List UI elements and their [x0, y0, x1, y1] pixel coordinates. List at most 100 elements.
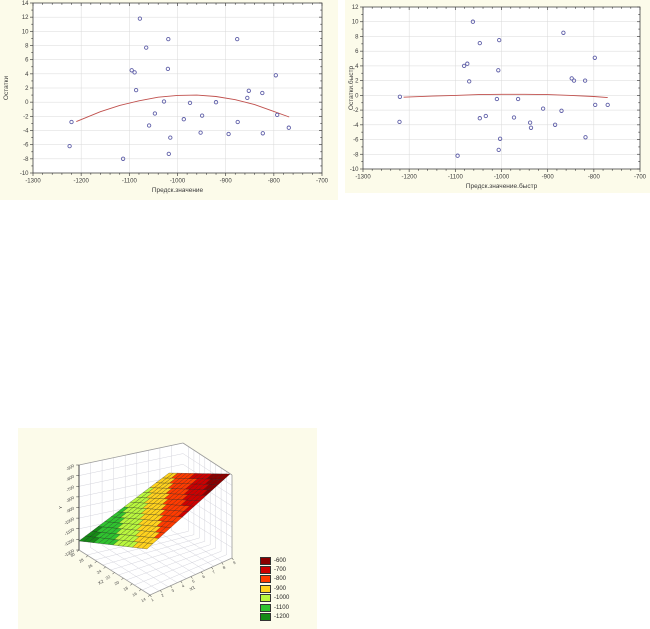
z-tick-label: -1100	[63, 526, 75, 536]
x-tick-label: -1100	[122, 179, 138, 185]
y-tick-label: -2	[23, 114, 29, 120]
data-point	[592, 55, 597, 60]
data-point	[226, 131, 231, 137]
data-point	[245, 95, 250, 101]
x-tick-label: -1200	[73, 179, 89, 185]
y-tick-label: -6	[23, 143, 29, 149]
data-point	[168, 135, 173, 140]
z-tick-label: -800	[65, 495, 75, 504]
data-point	[152, 111, 158, 116]
data-point	[132, 70, 137, 75]
surface-plot-3d: -500-600 -700 -800-900 -1000-1100-1200-1300…	[58, 442, 237, 603]
z-axis-title: Y	[58, 506, 63, 509]
y-axis-title: Остатки.быстр	[347, 66, 355, 111]
data-point	[582, 78, 588, 83]
data-point	[497, 37, 502, 43]
x-tick-label: -900	[542, 175, 555, 181]
x2-tick-label: 18	[122, 585, 129, 592]
data-point	[187, 100, 193, 106]
data-point	[477, 116, 482, 121]
data-point	[397, 119, 402, 125]
legend-label: -800	[274, 576, 287, 583]
data-point	[571, 78, 577, 83]
data-point	[461, 63, 467, 69]
scatter-plot-residuals-fast: -1300 -1200 -1100 -1000 -900 -800 -700 12 10 8 6 4 2…	[347, 5, 647, 190]
data-point	[129, 68, 134, 73]
x2-tick-label: 14	[140, 596, 147, 603]
data-point	[181, 117, 186, 122]
data-point	[397, 94, 403, 99]
legend-swatch	[260, 584, 271, 593]
box-edges	[78, 442, 233, 596]
x2-tick-label: 30	[69, 551, 76, 558]
x2-tick-label: 24	[96, 568, 103, 575]
data-point	[467, 79, 472, 84]
legend-label: -1000	[274, 595, 290, 602]
legend-item: -1000	[260, 594, 289, 603]
gridlines	[33, 3, 322, 173]
tick-marks	[30, 2, 323, 176]
data-point	[213, 100, 219, 105]
data-point	[515, 96, 521, 102]
data-point	[561, 30, 566, 35]
x-tick-label: -1200	[401, 175, 417, 181]
x-tick-label: -900	[220, 179, 233, 185]
y-axis-title: Остатки	[3, 76, 10, 101]
y-tick-label: 0	[355, 93, 359, 99]
z-tick-label: -1000	[63, 516, 75, 526]
data-point	[137, 16, 143, 21]
x-tick-label: -1300	[355, 175, 371, 181]
y-tick-label: -8	[353, 152, 359, 158]
data-points	[397, 19, 610, 158]
x-tick-label: -700	[316, 179, 329, 185]
data-point	[605, 102, 610, 108]
y-tick-label: -2	[353, 108, 359, 114]
y-tick-label: -4	[353, 123, 359, 129]
y-tick-label: 2	[25, 86, 29, 92]
x-tick-label: -800	[268, 179, 281, 185]
data-point	[69, 119, 74, 125]
y-tick-label: 10	[22, 29, 29, 35]
data-point	[528, 125, 534, 130]
x1-tick-label: 3	[171, 587, 176, 593]
y-tick-label: 0	[25, 100, 29, 106]
x2-tick-label: 22	[105, 574, 112, 581]
data-points	[67, 16, 291, 161]
legend-label: -900	[274, 585, 287, 592]
data-point	[527, 120, 533, 125]
data-point	[199, 113, 205, 118]
data-point	[275, 112, 280, 118]
data-point	[552, 122, 558, 127]
surface-mesh	[78, 472, 231, 550]
y-tick-label: -8	[23, 157, 29, 163]
legend-label: -600	[274, 557, 287, 564]
data-point	[477, 40, 482, 46]
data-point	[235, 36, 240, 42]
x1-axis-title: X1	[189, 584, 197, 591]
data-point	[273, 73, 278, 78]
x1-tick-label: 6	[201, 573, 206, 579]
data-point	[455, 153, 460, 158]
x-tick-label: -1100	[448, 175, 464, 181]
data-point	[120, 156, 126, 161]
legend-item: -1100	[260, 603, 289, 612]
y-tick-label: 8	[25, 44, 29, 50]
y-tick-label: 14	[22, 1, 29, 7]
legend-swatch	[260, 603, 271, 612]
data-point	[583, 135, 588, 140]
y-tick-label: 6	[355, 49, 359, 55]
z-tick-label: -500	[65, 463, 75, 472]
data-point	[494, 96, 500, 102]
surface-legend: -600 -700 -800 -900 -1000 -1100 -1200	[260, 556, 289, 622]
legend-swatch	[260, 556, 271, 565]
data-point	[496, 68, 501, 73]
y-tick-label: -10	[350, 167, 359, 173]
x-axis-title: Предск.значение	[152, 187, 204, 194]
legend-swatch	[260, 566, 271, 575]
data-point	[260, 131, 265, 136]
x-tick-label: -800	[588, 175, 601, 181]
x2-tick-label: 16	[131, 591, 138, 598]
x1-tick-label: 7	[212, 569, 217, 575]
x1-tick-label: 9	[232, 560, 237, 566]
